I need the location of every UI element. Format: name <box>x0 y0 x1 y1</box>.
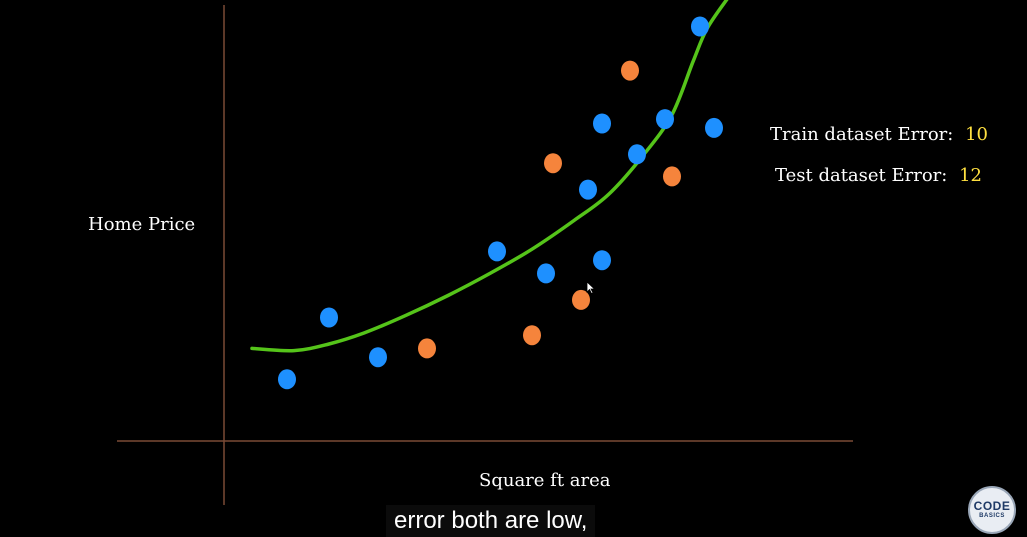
orange-data-point-4 <box>572 289 590 310</box>
blue-data-point-3 <box>369 347 387 368</box>
blue-data-point-6 <box>579 179 597 200</box>
orange-data-point-2 <box>523 325 541 346</box>
points-layer <box>278 16 723 390</box>
blue-data-point-2 <box>320 307 338 328</box>
train-error-label: Train dataset Error: <box>770 124 953 145</box>
orange-data-point-6 <box>663 166 681 187</box>
blue-data-point-10 <box>656 109 674 130</box>
blue-data-point-5 <box>537 263 555 284</box>
orange-data-point-3 <box>544 153 562 174</box>
orange-data-point-1 <box>418 338 436 359</box>
test-error-label: Test dataset Error: <box>775 165 947 186</box>
logo-text-basics: BASICS <box>979 513 1005 519</box>
test-error-value: 12 <box>959 165 982 186</box>
y-axis-label: Home Price <box>88 214 195 235</box>
train-error-value: 10 <box>965 124 988 145</box>
blue-data-point-12 <box>705 117 723 138</box>
logo-text-code: CODE <box>973 499 1011 513</box>
blue-data-point-7 <box>593 250 611 271</box>
train-error-annotation: Train dataset Error: 10 <box>770 124 988 145</box>
fit-curve <box>250 0 729 353</box>
blue-data-point-8 <box>593 113 611 134</box>
blue-data-point-9 <box>628 144 646 165</box>
blue-data-point-4 <box>488 241 506 262</box>
blue-data-point-11 <box>691 16 709 37</box>
orange-data-point-5 <box>621 60 639 81</box>
x-axis-label: Square ft area <box>479 470 611 491</box>
video-subtitle: error both are low, <box>386 505 596 537</box>
codebasics-logo: CODE BASICS <box>968 486 1016 534</box>
fit-curve-layer <box>250 0 729 353</box>
blue-data-point-1 <box>278 369 296 390</box>
test-error-annotation: Test dataset Error: 12 <box>775 165 982 186</box>
mouse-cursor-icon <box>586 281 596 295</box>
